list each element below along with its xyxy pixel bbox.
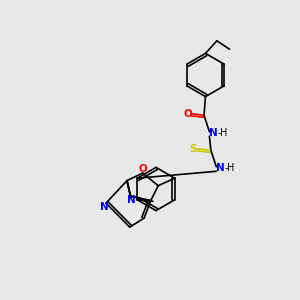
Text: N: N <box>128 195 136 206</box>
Text: H: H <box>220 128 227 138</box>
Text: S: S <box>190 144 197 154</box>
Text: H: H <box>227 163 234 173</box>
Text: O: O <box>138 164 147 174</box>
Text: N: N <box>216 163 225 173</box>
Text: N: N <box>100 202 109 212</box>
Text: O: O <box>183 109 192 119</box>
Text: -: - <box>217 128 221 138</box>
Text: -: - <box>224 163 228 173</box>
Text: N: N <box>209 128 218 138</box>
